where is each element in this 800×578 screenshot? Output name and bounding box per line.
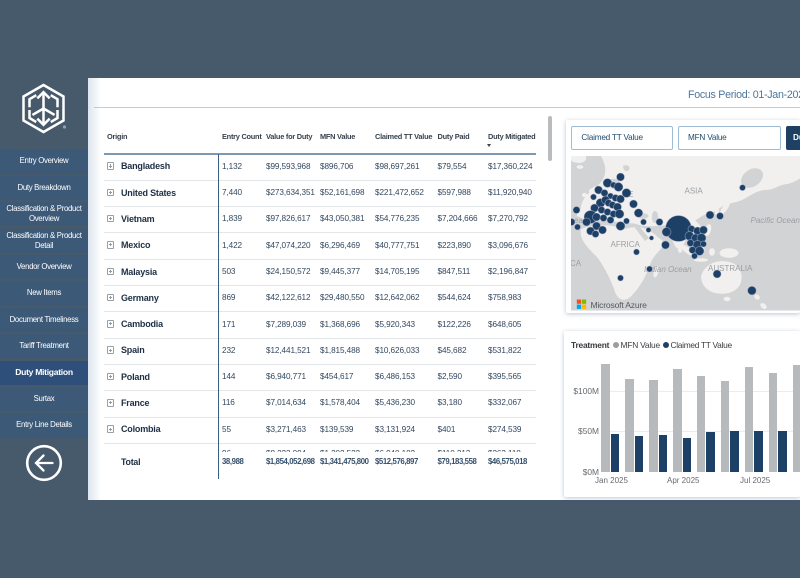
svg-text:ASIA: ASIA — [684, 187, 703, 196]
svg-text:cean: cean — [571, 216, 588, 225]
svg-text:Microsoft Azure: Microsoft Azure — [590, 300, 647, 310]
svg-text:Pacific Ocean: Pacific Ocean — [750, 216, 800, 225]
svg-text:AFRICA: AFRICA — [610, 240, 640, 249]
svg-text:AUSTRALIA: AUSTRALIA — [708, 264, 753, 273]
svg-text:Indian Ocean: Indian Ocean — [644, 265, 692, 274]
svg-text:CA: CA — [571, 259, 582, 268]
